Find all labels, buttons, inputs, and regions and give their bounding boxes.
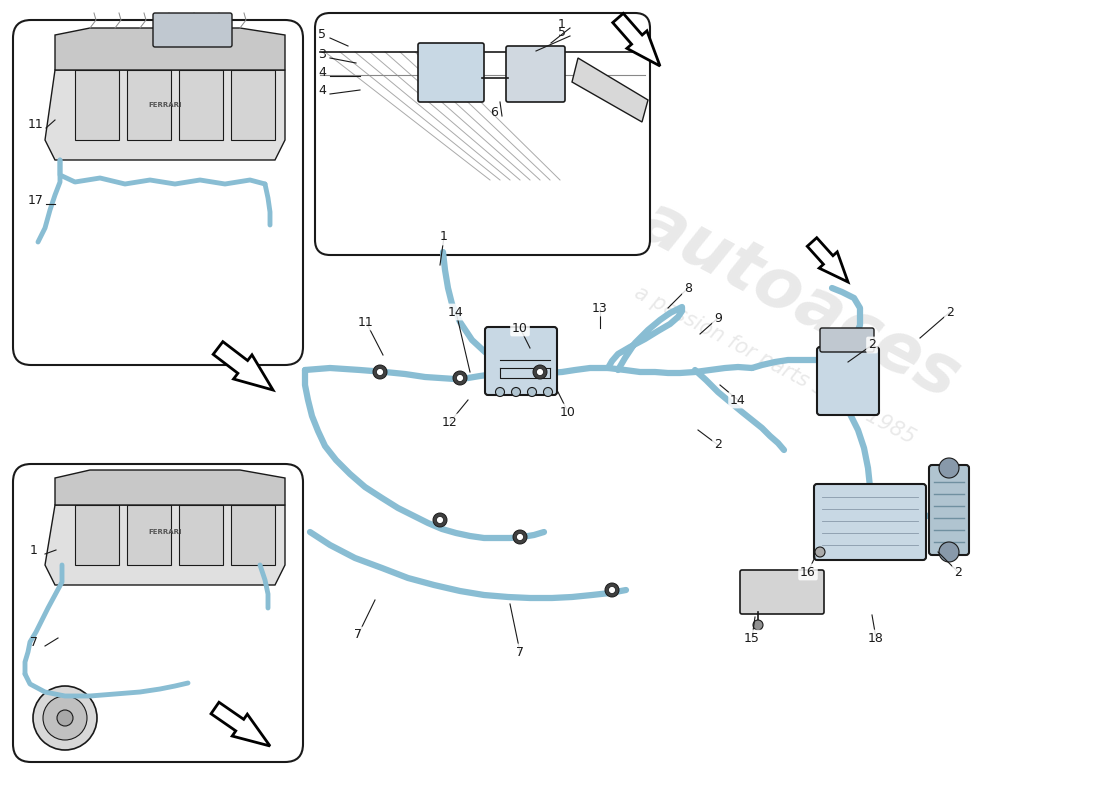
FancyBboxPatch shape (506, 46, 565, 102)
Polygon shape (55, 28, 285, 70)
Text: 1: 1 (440, 230, 448, 243)
FancyBboxPatch shape (820, 328, 874, 352)
Circle shape (456, 374, 463, 382)
Text: 2: 2 (946, 306, 954, 318)
Text: 16: 16 (800, 566, 816, 578)
Circle shape (528, 387, 537, 397)
Circle shape (453, 371, 468, 385)
Circle shape (433, 513, 447, 527)
Polygon shape (807, 238, 848, 282)
Circle shape (57, 710, 73, 726)
Text: 2: 2 (954, 566, 961, 578)
Text: 7: 7 (354, 629, 362, 642)
Circle shape (376, 369, 384, 375)
Circle shape (605, 583, 619, 597)
Circle shape (534, 365, 547, 379)
Circle shape (939, 458, 959, 478)
Polygon shape (231, 505, 275, 565)
FancyBboxPatch shape (930, 465, 969, 555)
Text: FERRARI: FERRARI (148, 529, 182, 535)
Polygon shape (179, 505, 223, 565)
Text: 18: 18 (868, 631, 884, 645)
FancyBboxPatch shape (418, 43, 484, 102)
Polygon shape (55, 470, 285, 505)
Text: a passion for parts since 1985: a passion for parts since 1985 (631, 282, 918, 448)
Text: 10: 10 (513, 322, 528, 334)
Text: 3: 3 (318, 48, 326, 61)
Circle shape (512, 387, 520, 397)
Text: 12: 12 (442, 415, 458, 429)
Polygon shape (126, 70, 170, 140)
Polygon shape (213, 342, 273, 390)
Text: 11: 11 (28, 118, 44, 131)
Text: 10: 10 (560, 406, 576, 418)
Polygon shape (75, 70, 119, 140)
Text: 2: 2 (714, 438, 722, 451)
Text: 2: 2 (868, 338, 876, 351)
Circle shape (517, 534, 524, 541)
Circle shape (373, 365, 387, 379)
Text: 1: 1 (558, 18, 565, 31)
Text: 8: 8 (684, 282, 692, 294)
Polygon shape (572, 58, 648, 122)
Circle shape (537, 369, 543, 375)
Text: 14: 14 (448, 306, 464, 318)
Text: 7: 7 (30, 636, 38, 649)
Circle shape (495, 387, 505, 397)
Text: 5: 5 (318, 28, 326, 41)
Text: 13: 13 (592, 302, 608, 314)
Circle shape (939, 542, 959, 562)
Circle shape (543, 387, 552, 397)
FancyBboxPatch shape (740, 570, 824, 614)
FancyBboxPatch shape (817, 347, 879, 415)
Polygon shape (126, 505, 170, 565)
Polygon shape (179, 70, 223, 140)
Text: 1: 1 (30, 544, 37, 557)
Circle shape (437, 517, 443, 523)
Circle shape (43, 696, 87, 740)
Text: 4: 4 (318, 66, 326, 79)
Text: autoaces: autoaces (628, 187, 972, 413)
Text: FERRARI: FERRARI (148, 102, 182, 108)
Circle shape (815, 547, 825, 557)
Text: 11: 11 (359, 315, 374, 329)
FancyBboxPatch shape (13, 464, 302, 762)
FancyBboxPatch shape (485, 327, 557, 395)
Text: 17: 17 (28, 194, 44, 207)
Text: 5: 5 (558, 26, 566, 39)
FancyBboxPatch shape (13, 20, 302, 365)
FancyBboxPatch shape (315, 13, 650, 255)
Text: 4: 4 (318, 84, 326, 97)
FancyBboxPatch shape (814, 484, 926, 560)
Circle shape (513, 530, 527, 544)
Polygon shape (211, 702, 270, 746)
Text: 9: 9 (714, 311, 722, 325)
Polygon shape (231, 70, 275, 140)
Polygon shape (613, 14, 660, 66)
Circle shape (608, 586, 616, 594)
Circle shape (33, 686, 97, 750)
FancyBboxPatch shape (153, 13, 232, 47)
Text: 14: 14 (730, 394, 746, 406)
Text: 6: 6 (490, 106, 498, 119)
Circle shape (754, 620, 763, 630)
Polygon shape (45, 505, 285, 585)
Polygon shape (75, 505, 119, 565)
Polygon shape (45, 70, 285, 160)
Text: 7: 7 (516, 646, 524, 658)
Text: 15: 15 (744, 631, 760, 645)
